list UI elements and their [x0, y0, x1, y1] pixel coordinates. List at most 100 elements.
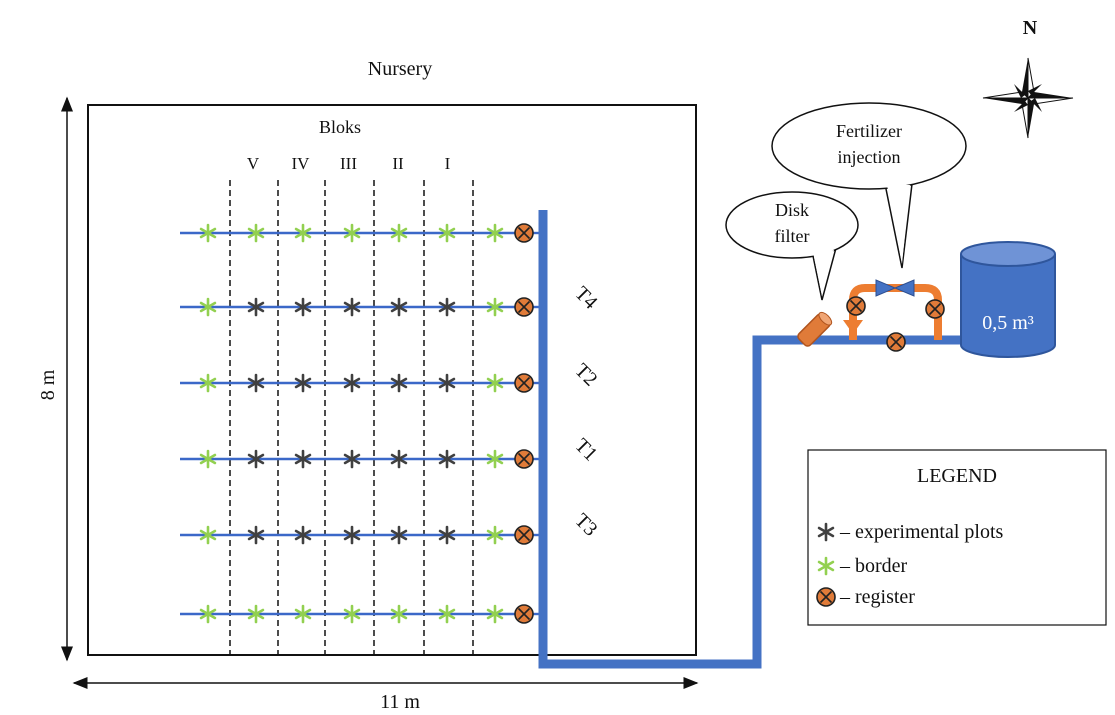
legend-item: – experimental plots	[817, 521, 1004, 543]
register-icon	[514, 449, 534, 469]
legend-item: – border	[817, 555, 908, 577]
border-plant-icon	[486, 373, 504, 393]
treatment-label: T1	[570, 434, 601, 465]
disk-filter-callout	[725, 191, 859, 301]
legend-item-label: – register	[839, 586, 915, 608]
border-plant-icon	[817, 556, 835, 576]
water-tank-icon	[960, 241, 1056, 358]
border-plant-icon	[486, 223, 504, 243]
border-plant-icon	[343, 223, 361, 243]
experimental-plot-icon	[390, 449, 408, 469]
border-plant-icon	[486, 449, 504, 469]
lateral-row	[180, 604, 543, 624]
fertilizer-injector-icon	[843, 279, 942, 340]
experimental-plot-icon	[294, 449, 312, 469]
north-compass-icon	[982, 57, 1074, 139]
block-label: II	[392, 154, 404, 173]
nursery-title: Nursery	[368, 58, 432, 80]
register-icon	[846, 296, 866, 316]
experimental-plot-icon	[247, 373, 265, 393]
disk-filter-icon	[797, 311, 833, 347]
register-icon	[514, 373, 534, 393]
border-plant-icon	[199, 373, 217, 393]
tank-capacity-label: 0,5 m³	[982, 312, 1034, 334]
legend-item: – register	[816, 586, 915, 608]
experimental-plot-icon	[438, 297, 456, 317]
register-icon	[886, 332, 906, 352]
blocks-title: Bloks	[319, 117, 361, 137]
experimental-plot-icon	[247, 525, 265, 545]
border-plant-icon	[247, 223, 265, 243]
register-icon	[514, 525, 534, 545]
fertilizer-callout	[771, 102, 967, 269]
treatment-labels: T4 T2 T1 T3	[570, 282, 601, 540]
border-plant-icon	[199, 297, 217, 317]
height-label: 8 m	[37, 369, 59, 400]
lateral-row	[180, 297, 543, 317]
register-icon	[925, 299, 945, 319]
experimental-plot-icon	[390, 297, 408, 317]
fertilizer-label-line2: injection	[838, 147, 901, 167]
block-label: V	[247, 154, 260, 173]
legend-items: – experimental plots – border – register	[816, 521, 1004, 608]
experimental-plot-icon	[247, 449, 265, 469]
loop-registers	[846, 296, 945, 352]
border-plant-icon	[247, 604, 265, 624]
border-plant-icon	[343, 604, 361, 624]
nursery-boundary	[87, 104, 697, 656]
border-plant-icon	[438, 223, 456, 243]
border-plant-icon	[390, 223, 408, 243]
lateral-lines	[180, 223, 543, 624]
width-label: 11 m	[380, 691, 420, 713]
disk-filter-label-line2: filter	[775, 226, 810, 246]
register-icon	[514, 223, 534, 243]
experimental-plot-icon	[343, 449, 361, 469]
border-plant-icon	[199, 525, 217, 545]
block-label: III	[340, 154, 357, 173]
injection-arrow-icon	[843, 320, 863, 334]
border-plant-icon	[390, 604, 408, 624]
lateral-row	[180, 223, 543, 243]
border-plant-icon	[486, 525, 504, 545]
experimental-plot-icon	[294, 297, 312, 317]
experimental-plot-icon	[294, 373, 312, 393]
legend-title: LEGEND	[917, 465, 997, 487]
legend-item-label: – experimental plots	[839, 521, 1004, 543]
experimental-plot-icon	[438, 525, 456, 545]
border-plant-icon	[294, 604, 312, 624]
disk-filter-label-line1: Disk	[775, 200, 809, 220]
experimental-plot-icon	[343, 525, 361, 545]
block-labels: V IV III II I	[247, 154, 451, 173]
block-label: IV	[292, 154, 311, 173]
experimental-plot-icon	[343, 297, 361, 317]
legend-box	[807, 449, 1107, 626]
experimental-plot-icon	[817, 522, 835, 542]
treatment-label: T4	[570, 282, 601, 313]
lateral-row	[180, 525, 543, 545]
block-dividers	[229, 180, 474, 655]
border-plant-icon	[199, 223, 217, 243]
border-plant-icon	[438, 604, 456, 624]
border-plant-icon	[294, 223, 312, 243]
lateral-row	[180, 449, 543, 469]
register-icon	[514, 297, 534, 317]
lateral-row	[180, 373, 543, 393]
treatment-label: T2	[570, 359, 601, 390]
legend-item-label: – border	[839, 555, 908, 577]
border-plant-icon	[199, 449, 217, 469]
experimental-plot-icon	[390, 525, 408, 545]
border-plant-icon	[486, 297, 504, 317]
border-plant-icon	[486, 604, 504, 624]
treatment-label: T3	[570, 509, 601, 540]
experimental-plot-icon	[247, 297, 265, 317]
register-icon	[514, 604, 534, 624]
block-label: I	[445, 154, 451, 173]
experimental-plot-icon	[343, 373, 361, 393]
north-label: N	[1023, 17, 1038, 39]
experimental-plot-icon	[438, 373, 456, 393]
register-icon	[816, 587, 836, 607]
border-plant-icon	[199, 604, 217, 624]
experimental-plot-icon	[294, 525, 312, 545]
main-supply-pipe	[538, 210, 965, 669]
